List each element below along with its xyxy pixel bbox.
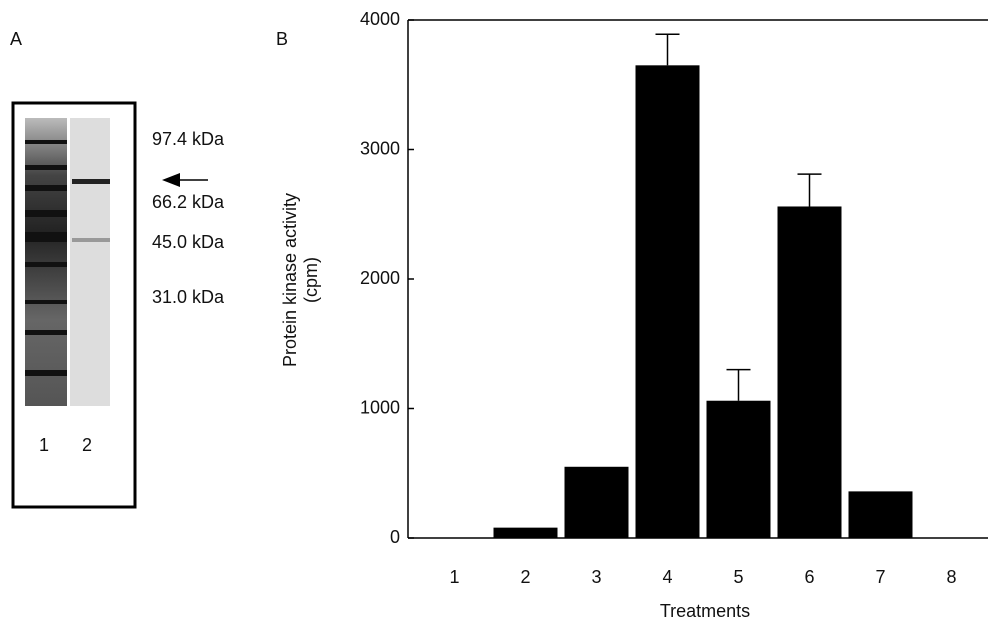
bar bbox=[849, 491, 913, 538]
marker-label: 45.0 kDa bbox=[152, 232, 225, 252]
marker-label: 31.0 kDa bbox=[152, 287, 225, 307]
y-axis-label: Protein kinase activity bbox=[280, 193, 300, 367]
x-tick-label: 7 bbox=[875, 567, 885, 587]
y-tick-label: 0 bbox=[390, 527, 400, 547]
x-tick-label: 2 bbox=[520, 567, 530, 587]
lane-label: 1 bbox=[39, 435, 49, 455]
x-tick-label: 4 bbox=[662, 567, 672, 587]
panel-label: B bbox=[276, 29, 288, 49]
x-tick-label: 6 bbox=[804, 567, 814, 587]
gel bbox=[25, 118, 110, 406]
marker-label: 66.2 kDa bbox=[152, 192, 225, 212]
marker-label: 97.4 kDa bbox=[152, 129, 225, 149]
lane-label: 2 bbox=[82, 435, 92, 455]
bar bbox=[494, 528, 558, 538]
bar bbox=[707, 401, 771, 538]
bar bbox=[778, 206, 842, 538]
x-tick-label: 3 bbox=[591, 567, 601, 587]
panel-label: A bbox=[10, 29, 22, 49]
x-axis-label: Treatments bbox=[660, 601, 750, 621]
x-tick-label: 1 bbox=[449, 567, 459, 587]
x-tick-label: 8 bbox=[946, 567, 956, 587]
figure: A 97.4 kDa 66.2 kDa 45.0 kDa 31.0 kDa 1 … bbox=[0, 0, 990, 624]
bar bbox=[636, 65, 700, 538]
x-tick-label: 5 bbox=[733, 567, 743, 587]
y-tick-label: 2000 bbox=[360, 268, 400, 288]
y-tick-label: 4000 bbox=[360, 9, 400, 29]
y-axis-label: (cpm) bbox=[301, 257, 321, 303]
y-tick-label: 1000 bbox=[360, 397, 400, 417]
y-tick-label: 3000 bbox=[360, 138, 400, 158]
bar bbox=[565, 467, 629, 538]
arrow-head bbox=[162, 173, 180, 187]
